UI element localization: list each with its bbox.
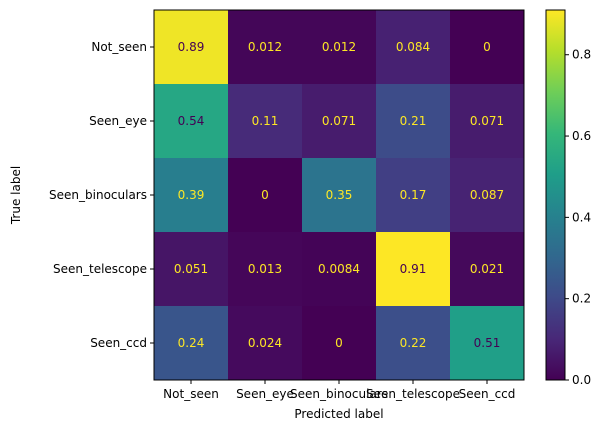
heatmap-cell [228,84,303,159]
x-tick-label: Seen_binoculars [290,387,388,401]
heatmap-cell [228,232,303,307]
cell-value-label: 0.11 [252,114,279,128]
cell-value-label: 0.084 [396,40,430,54]
heatmap-cell [228,10,303,85]
y-tick-label: Seen_eye [89,114,147,128]
heatmap-cell [450,158,525,233]
colorbar-tick-label: 0.0 [572,373,591,387]
colorbar-ticks: 0.0 0.2 0.4 0.6 0.8 [565,48,591,387]
y-axis-label: True label [9,166,23,225]
cell-value-label: 0.91 [400,262,427,276]
heatmap-cell [450,84,525,159]
cell-value-label: 0.39 [178,188,205,202]
heatmap-cell [302,158,377,233]
cell-value-label: 0.071 [322,114,356,128]
x-tick-label: Not_seen [163,387,219,401]
heatmap-cell [376,232,451,307]
x-tick-label: Seen_eye [236,387,294,401]
cell-value-label: 0.24 [178,336,205,350]
heatmap-cell [376,84,451,159]
cell-value-label: 0 [335,336,343,350]
y-axis-ticks: Not_seen Seen_eye Seen_binoculars Seen_tele… [49,40,154,350]
heatmap-cell [228,158,303,233]
heatmap-cell [450,10,525,85]
heatmap-cell [154,84,229,159]
heatmap-cells [154,10,525,381]
heatmap-cell [154,232,229,307]
cell-value-labels: 0.89 0.012 0.012 0.084 0 0.54 0.11 0.071 0.21 0.0… [174,40,504,350]
y-tick-label: Seen_ccd [90,336,147,350]
colorbar-frame [545,9,566,381]
cell-value-label: 0.021 [470,262,504,276]
cell-value-label: 0.024 [248,336,282,350]
heatmap-cell [228,306,303,381]
y-tick-label: Seen_telescope [53,262,147,276]
cell-value-label: 0.17 [400,188,427,202]
colorbar [546,10,565,380]
x-tick-label: Seen_telescope [366,387,460,401]
cell-value-label: 0.22 [400,336,427,350]
heatmap-cell [302,10,377,85]
heatmap-cell [154,158,229,233]
heatmap-cell [450,306,525,381]
cell-value-label: 0.54 [178,114,205,128]
colorbar-tick-label: 0.6 [572,129,591,143]
cell-value-label: 0.21 [400,114,427,128]
cell-value-label: 0.071 [470,114,504,128]
cell-value-label: 0.89 [178,40,205,54]
cell-value-label: 0.012 [248,40,282,54]
cell-value-label: 0 [483,40,491,54]
heatmap-cell [302,84,377,159]
cell-value-label: 0.013 [248,262,282,276]
cell-value-label: 0.0084 [318,262,360,276]
heatmap-cell [376,10,451,85]
cell-value-label: 0.051 [174,262,208,276]
x-tick-label: Seen_ccd [459,387,516,401]
cell-value-label: 0.087 [470,188,504,202]
heatmap-cell [450,232,525,307]
heatmap-cell [376,158,451,233]
colorbar-tick-label: 0.4 [572,210,591,224]
x-axis-label: Predicted label [294,407,383,421]
heatmap-cell [376,306,451,381]
heatmap-cell [154,10,229,85]
cell-value-label: 0.35 [326,188,353,202]
heatmap-cell [154,306,229,381]
y-tick-label: Seen_binoculars [49,188,147,202]
cell-value-label: 0 [261,188,269,202]
colorbar-tick-label: 0.8 [572,48,591,62]
heatmap-cell [302,232,377,307]
colorbar-tick-label: 0.2 [572,292,591,306]
cell-value-label: 0.012 [322,40,356,54]
cell-value-label: 0.51 [474,336,501,350]
y-tick-label: Not_seen [91,40,147,54]
heatmap-cell [302,306,377,381]
x-axis-ticks: Not_seen Seen_eyeSeen_binocularsSeen_tele… [163,380,515,401]
